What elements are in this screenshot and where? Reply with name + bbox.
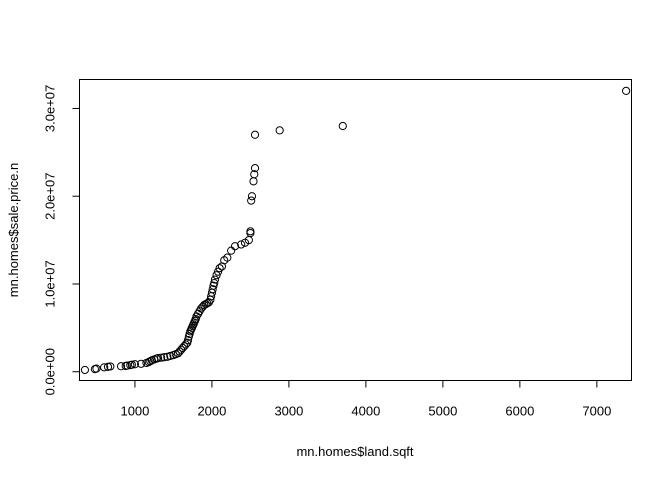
y-tick-label: 2.0e+07 <box>43 173 58 220</box>
x-tick-label: 7000 <box>582 404 611 419</box>
x-tick-label: 5000 <box>428 404 457 419</box>
x-axis: 1000 2000 3000 4000 5000 6000 7000 <box>120 380 611 419</box>
y-tick-label: 3.0e+07 <box>43 85 58 132</box>
data-point <box>80 365 89 375</box>
data-point <box>106 362 115 371</box>
y-tick-label: 1.0e+07 <box>43 260 58 307</box>
data-point <box>622 86 631 96</box>
data-point <box>246 228 255 238</box>
data-point <box>247 196 256 205</box>
x-tick-label: 4000 <box>351 404 380 419</box>
y-tick-label: 0.0e+00 <box>43 348 58 395</box>
data-point <box>275 126 284 135</box>
data-point <box>92 364 101 373</box>
data-point <box>338 121 347 131</box>
x-tick-label: 3000 <box>274 404 303 419</box>
data-point <box>250 164 260 173</box>
data-point <box>250 170 259 179</box>
data-point <box>181 340 190 349</box>
data-point <box>157 353 166 362</box>
data-point <box>183 336 193 345</box>
data-point <box>130 360 140 369</box>
y-axis: 0.0e+00 1.0e+07 2.0e+07 3.0e+07 <box>43 85 80 395</box>
x-tick-label: 2000 <box>197 404 226 419</box>
data-point <box>123 361 132 370</box>
data-point <box>153 354 163 363</box>
data-point <box>246 227 255 236</box>
data-point <box>116 362 126 371</box>
data-point <box>163 352 172 361</box>
data-point <box>230 242 240 251</box>
data-point <box>247 192 257 201</box>
data-point <box>136 359 146 368</box>
data-point <box>160 353 169 362</box>
data-point <box>127 360 136 369</box>
x-tick-label: 1000 <box>120 404 149 419</box>
data-point <box>249 177 258 186</box>
x-tick-label: 6000 <box>505 404 534 419</box>
data-point <box>215 264 224 273</box>
y-axis-title: mn.homes$sale.price.n <box>6 163 21 297</box>
data-point <box>166 351 175 361</box>
data-point <box>210 278 219 288</box>
data-point <box>237 240 246 249</box>
data-points <box>80 86 631 375</box>
data-point <box>223 253 232 262</box>
data-point <box>210 275 220 284</box>
x-axis-title: mn.homes$land.sqft <box>296 444 413 459</box>
data-point <box>100 363 109 372</box>
data-point <box>227 246 236 255</box>
plot-frame <box>79 79 632 381</box>
data-point <box>208 285 217 294</box>
data-point <box>250 130 260 139</box>
